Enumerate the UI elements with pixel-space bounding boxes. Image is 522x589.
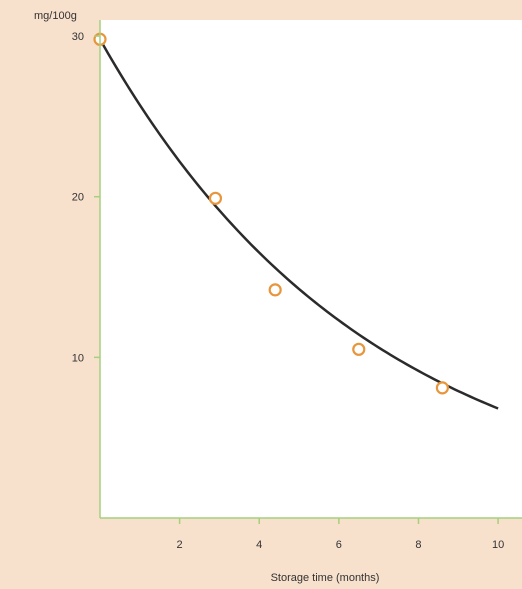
data-point <box>208 191 223 205</box>
x-tick-label: 4 <box>256 539 262 551</box>
plot-area <box>100 20 522 518</box>
y-tick-label: 20 <box>72 192 84 204</box>
x-tick-label: 8 <box>415 539 421 551</box>
trend-curve <box>98 38 499 410</box>
x-ticks-layer: 2 4 6 8 10 <box>177 518 504 551</box>
data-point <box>268 283 282 297</box>
y-ticks-layer: 10 20 30 <box>72 31 100 364</box>
trend-curve-layer <box>98 38 499 410</box>
y-tick-label: 10 <box>72 352 84 364</box>
x-tick-label: 10 <box>492 539 504 551</box>
x-tick-label: 2 <box>177 539 183 551</box>
data-point <box>352 342 366 356</box>
x-tick-label: 6 <box>336 539 342 551</box>
data-points-layer <box>93 32 449 395</box>
y-tick-label: 30 <box>72 31 84 43</box>
data-point <box>435 381 449 395</box>
x-axis-title: Storage time (months) <box>271 572 380 584</box>
y-axis-title: mg/100g <box>34 10 77 22</box>
